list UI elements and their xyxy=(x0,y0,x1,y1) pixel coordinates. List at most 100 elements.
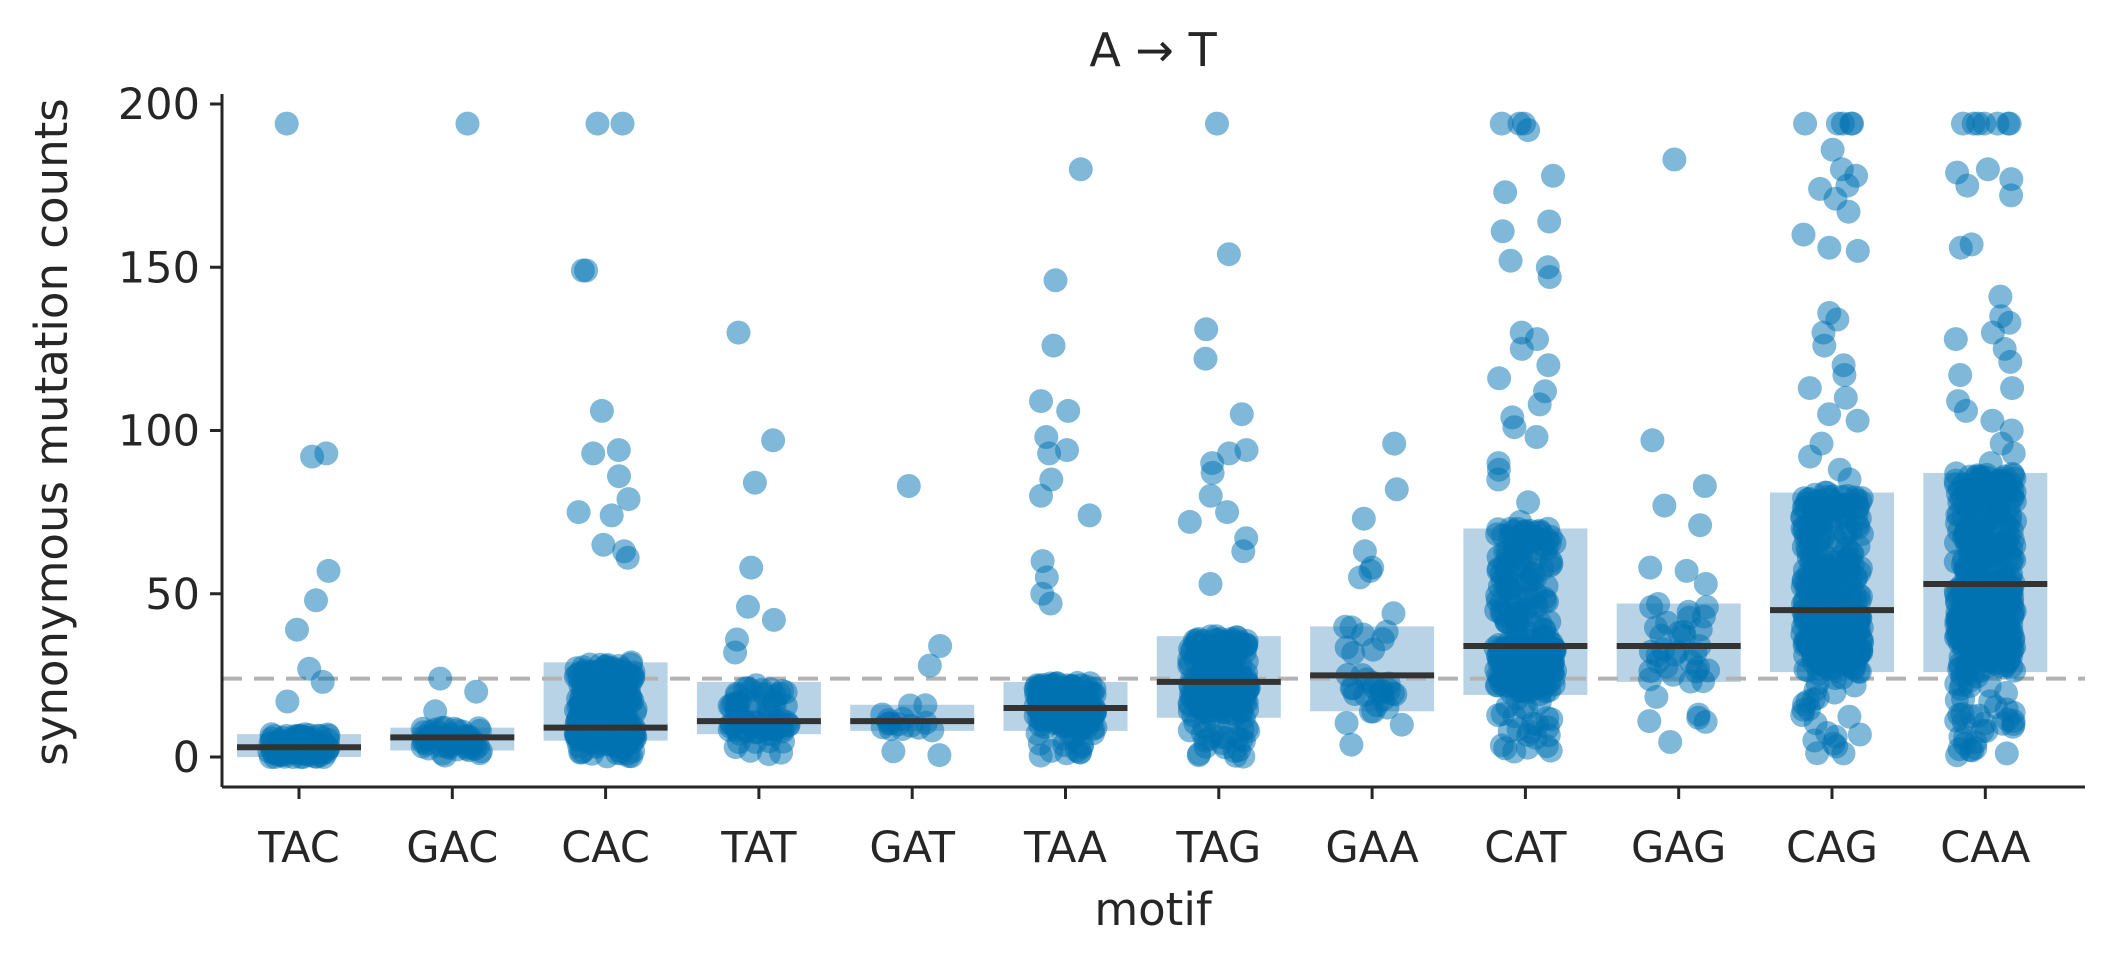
data-point-cat xyxy=(1527,392,1552,417)
data-point-cac xyxy=(577,652,602,677)
data-point-gag xyxy=(1645,643,1670,668)
data-point-cac xyxy=(606,438,631,463)
x-tick-label: GAC xyxy=(406,823,498,873)
data-point-cag xyxy=(1791,222,1816,247)
data-point-cag xyxy=(1791,697,1816,722)
data-point-cag xyxy=(1820,137,1845,162)
data-point-gag xyxy=(1640,428,1665,453)
data-point-caa xyxy=(1970,532,1995,557)
data-point-caa xyxy=(1985,111,2010,136)
data-point-caa xyxy=(1951,609,1976,634)
data-point-tac xyxy=(300,444,325,469)
data-point-gag xyxy=(1688,513,1713,538)
data-point-tag xyxy=(1202,684,1227,709)
data-point-gag xyxy=(1693,572,1718,596)
data-point-cac xyxy=(591,532,616,557)
data-point-taa xyxy=(1037,441,1062,466)
data-point-tag xyxy=(1180,637,1205,662)
data-point-caa xyxy=(1948,363,1973,387)
y-tick-label: 200 xyxy=(118,80,200,130)
data-point-cac xyxy=(581,441,606,466)
data-point-cag xyxy=(1805,671,1830,696)
data-point-caa xyxy=(2000,376,2025,401)
data-point-gag xyxy=(1688,617,1713,642)
data-point-cac xyxy=(592,680,617,704)
data-point-caa xyxy=(1998,503,2023,528)
data-point-cag xyxy=(1837,546,1862,571)
data-point-cat xyxy=(1509,336,1534,361)
data-point-cag xyxy=(1797,376,1822,401)
data-point-caa xyxy=(1960,738,1985,763)
data-point-caa xyxy=(1946,576,1971,601)
data-point-gaa xyxy=(1381,601,1406,626)
data-point-gaa xyxy=(1339,732,1364,757)
data-point-cag xyxy=(1836,199,1861,224)
data-point-cag xyxy=(1830,665,1855,690)
data-point-gag xyxy=(1662,147,1687,172)
data-point-cat xyxy=(1486,467,1511,492)
data-point-cat xyxy=(1487,366,1512,391)
data-point-cat xyxy=(1516,490,1541,515)
data-point-tag xyxy=(1215,500,1240,525)
data-point-cat xyxy=(1537,265,1562,289)
data-point-taa xyxy=(1030,678,1055,703)
data-point-cag xyxy=(1837,704,1862,729)
data-point-cac xyxy=(570,258,595,283)
data-point-caa xyxy=(1999,183,2024,208)
data-point-cat xyxy=(1514,544,1539,569)
data-point-cat xyxy=(1537,209,1562,234)
data-point-cac xyxy=(615,545,640,570)
data-point-taa xyxy=(1055,438,1079,463)
data-point-gag xyxy=(1693,709,1718,734)
data-point-cag xyxy=(1845,408,1870,433)
data-point-caa xyxy=(1974,654,1999,679)
data-point-caa xyxy=(1988,598,2013,623)
data-point-tat xyxy=(726,320,751,345)
data-point-cac xyxy=(616,487,641,512)
data-point-cag xyxy=(1815,721,1840,745)
data-point-cag xyxy=(1849,584,1873,609)
data-point-caa xyxy=(1994,741,2019,766)
y-tick-label: 50 xyxy=(145,570,200,620)
data-point-cag xyxy=(1845,238,1870,263)
data-point-cag xyxy=(1817,235,1842,260)
data-point-gag xyxy=(1638,667,1662,692)
data-point-caa xyxy=(1955,173,1980,198)
data-point-cat xyxy=(1490,523,1515,548)
data-point-gag xyxy=(1676,599,1701,624)
data-point-tat xyxy=(742,470,767,495)
data-point-cat xyxy=(1491,647,1516,672)
data-point-cac xyxy=(607,464,631,489)
data-point-cat xyxy=(1497,719,1522,743)
data-point-taa xyxy=(1056,398,1081,423)
data-point-cag xyxy=(1805,647,1830,672)
data-point-cac xyxy=(610,111,635,136)
iqr-boxes xyxy=(237,472,2048,757)
data-point-taa xyxy=(1077,503,1102,528)
data-point-tag xyxy=(1198,572,1223,596)
x-tick-label: TAA xyxy=(1023,823,1108,873)
data-point-tag xyxy=(1198,483,1223,508)
data-point-cag xyxy=(1845,495,1870,520)
data-point-tat xyxy=(773,693,798,718)
data-point-caa xyxy=(1975,157,2000,182)
data-point-taa xyxy=(1068,157,1093,182)
data-point-tat xyxy=(761,428,786,453)
data-point-tag xyxy=(1216,242,1241,267)
data-point-cat xyxy=(1502,415,1527,440)
data-point-caa xyxy=(1980,408,2005,433)
data-point-cat xyxy=(1493,180,1518,205)
data-point-cag xyxy=(1791,534,1816,559)
x-tick-label: CAC xyxy=(561,823,650,873)
data-point-tag xyxy=(1223,743,1248,768)
data-point-tag xyxy=(1229,402,1254,427)
y-tick-label: 100 xyxy=(118,407,200,457)
axes: 0 50 100 150 200 TAC GAC CAC TAT GAT TAA TAG GAA CAT G… xyxy=(118,80,2085,873)
data-point-cat xyxy=(1489,589,1514,614)
x-tick-label: CAA xyxy=(1940,823,2031,873)
data-point-tat xyxy=(756,694,781,719)
data-point-cat xyxy=(1490,671,1515,696)
data-point-caa xyxy=(2001,626,2026,651)
data-point-gag xyxy=(1646,592,1671,616)
